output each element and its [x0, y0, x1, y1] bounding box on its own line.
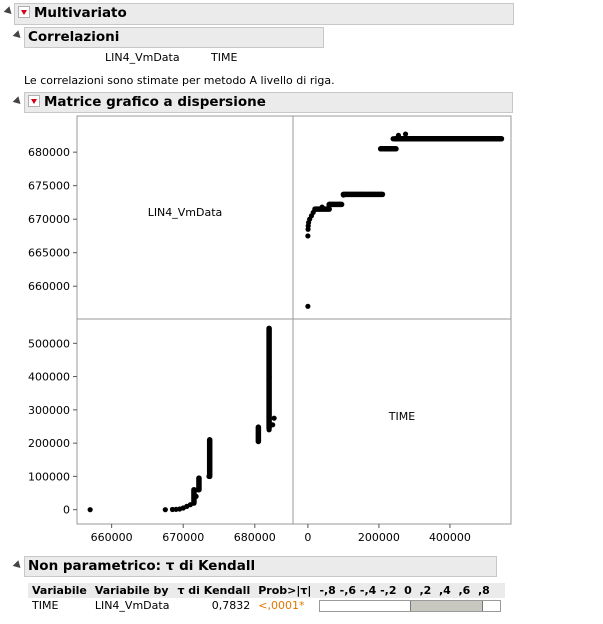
tau-bar-zero [410, 600, 412, 611]
x-tick-label: 200000 [358, 531, 400, 544]
red-triangle-menu-icon[interactable] [28, 95, 40, 107]
x-tick-label: 400000 [429, 531, 471, 544]
diag-label-lin4: LIN4_VmData [148, 206, 223, 219]
diag-label-time: TIME [388, 410, 415, 423]
cell-variable: TIME [32, 599, 59, 612]
x-tick-label: 660000 [91, 531, 133, 544]
data-point [271, 415, 277, 421]
table-row: TIME LIN4_VmData 0,7832 <,0001* [28, 598, 505, 613]
kendall-title: Non parametrico: τ di Kendall [28, 558, 256, 574]
y-tick-label: 0 [63, 504, 70, 517]
y-tick-label: 660000 [28, 280, 70, 293]
disclosure-icon[interactable] [12, 30, 24, 41]
multivariato-header[interactable]: Multivariato [14, 3, 514, 25]
cell-bar [315, 598, 505, 613]
matrice-title: Matrice grafico a dispersione [44, 94, 266, 110]
y-tick-label: 100000 [28, 470, 70, 483]
data-point [87, 507, 93, 513]
cell-tau: 0,7832 [211, 599, 251, 612]
data-point [402, 131, 409, 137]
correlazioni-col-1: LIN4_VmData [105, 51, 180, 64]
matrice-header[interactable]: Matrice grafico a dispersione [24, 92, 513, 113]
tau-bar-fill [410, 600, 483, 611]
data-point [305, 233, 311, 239]
data-point [305, 303, 311, 309]
y-tick-label: 200000 [28, 437, 70, 450]
y-tick-label: 400000 [28, 371, 70, 384]
y-tick-label: 680000 [28, 146, 70, 159]
cell-prob: <,0001* [258, 599, 305, 612]
kendall-table: Variabile Variabile by τ di Kendall Prob… [28, 583, 506, 613]
data-point [162, 507, 168, 513]
header-variabile: Variabile [28, 583, 91, 598]
correlazioni-title: Correlazioni [28, 29, 120, 45]
header-scale: -,8 -,6 -,4 -,2 0 ,2 ,4 ,6 ,8 [315, 583, 506, 598]
y-tick-label: 675000 [28, 180, 70, 193]
tau-bar-track [319, 599, 502, 612]
scatterplot-matrix: LIN4_VmData TIME 680000 675000 670000 66500… [28, 115, 512, 544]
kendall-header[interactable]: Non parametrico: τ di Kendall [24, 556, 497, 577]
y-tick-label: 500000 [28, 337, 70, 350]
disclosure-icon[interactable] [12, 96, 24, 107]
x-tick-label: 0 [304, 531, 311, 544]
disclosure-icon[interactable] [3, 6, 15, 17]
cell-by: LIN4_VmData [94, 599, 170, 612]
red-triangle-menu-icon[interactable] [18, 6, 30, 18]
y-tick-label: 665000 [28, 247, 70, 260]
disclosure-icon[interactable] [12, 560, 24, 571]
correlazioni-col-2: TIME [211, 51, 238, 64]
header-prob: Prob>|τ| [254, 583, 316, 598]
multivariato-title: Multivariato [34, 5, 127, 21]
correlazioni-header[interactable]: Correlazioni [24, 27, 324, 48]
y-tick-label: 670000 [28, 213, 70, 226]
header-variabile-by: Variabile by [90, 583, 174, 598]
x-tick-label: 680000 [234, 531, 276, 544]
y-tick-label: 300000 [28, 404, 70, 417]
correlazioni-note: Le correlazioni sono stimate per metodo … [24, 74, 335, 87]
matrix-frame [76, 115, 512, 525]
header-tau: τ di Kendall [173, 583, 255, 598]
x-tick-label: 670000 [162, 531, 204, 544]
